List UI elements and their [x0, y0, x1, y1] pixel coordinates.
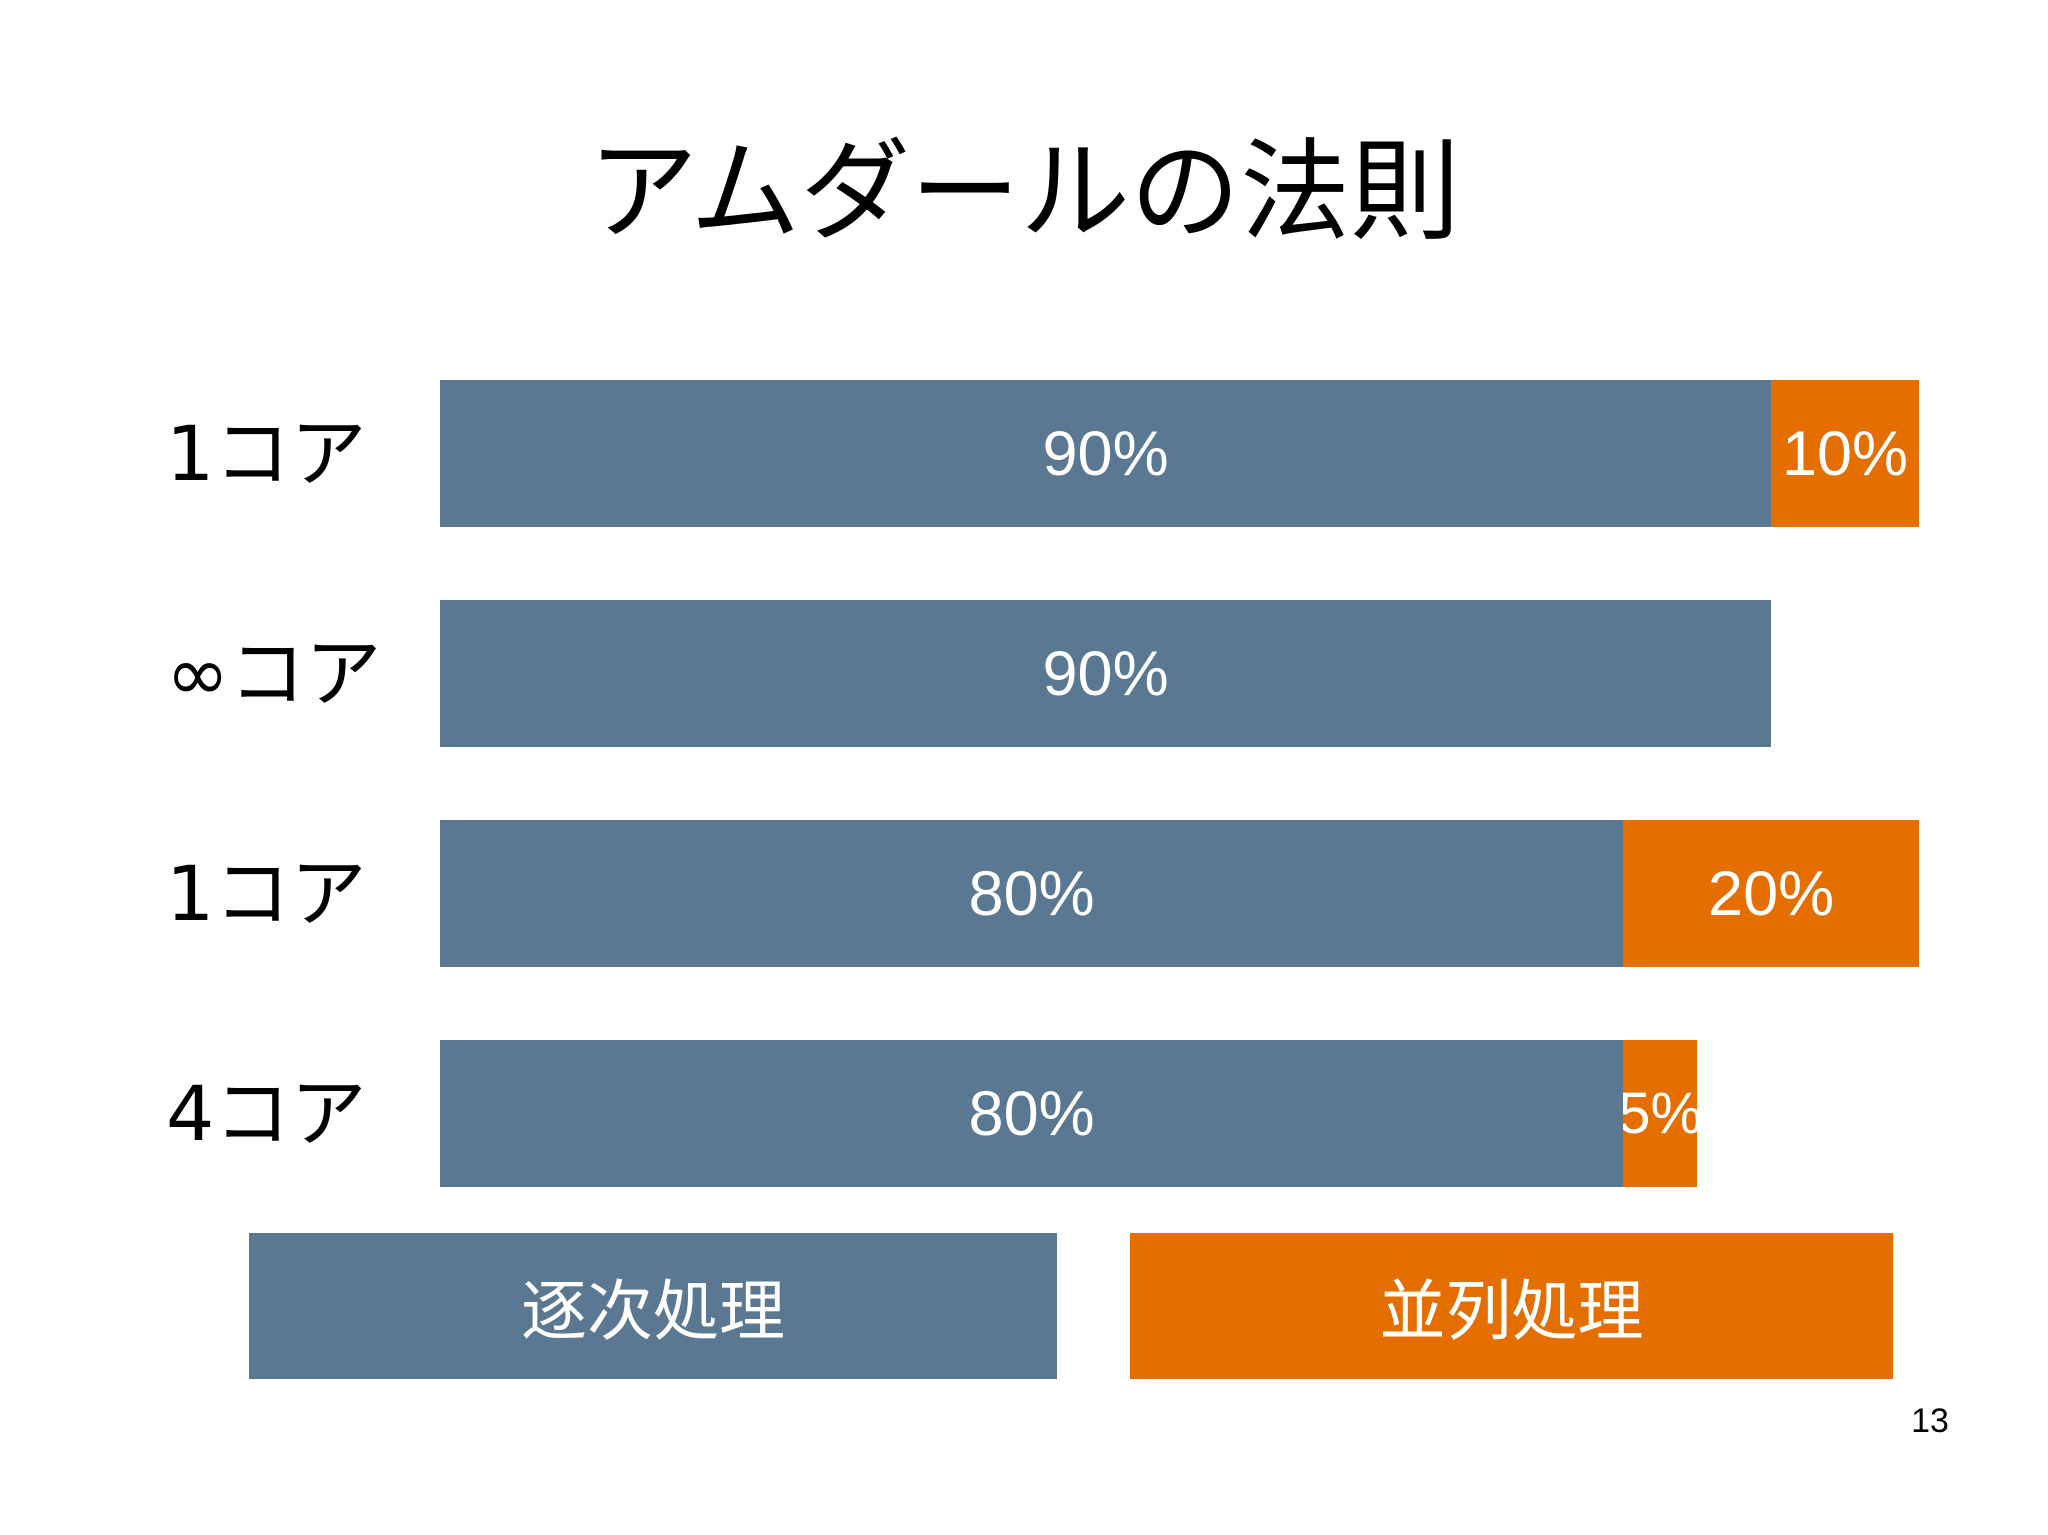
bar-segment-parallel: 10% [1771, 380, 1919, 527]
bar-segment-sequential: 80% [440, 1040, 1624, 1187]
bar-segment-sequential: 90% [440, 380, 1772, 527]
slide-title: アムダールの法則 [587, 128, 1461, 256]
bar-segment-parallel: 5% [1623, 1040, 1698, 1187]
row-label-1core-a: 1コア [166, 409, 367, 498]
row-label-1core-b: 1コア [166, 849, 367, 938]
bar-segment-parallel: 20% [1623, 820, 1919, 967]
row-label-4cores: 4コア [166, 1069, 367, 1158]
page-number: 13 [1911, 1402, 1949, 1440]
legend-parallel: 並列処理 [1130, 1233, 1893, 1379]
bar-segment-sequential: 80% [440, 820, 1624, 967]
row-label-infinite-cores: ∞コア [166, 629, 382, 718]
legend-sequential: 逐次処理 [249, 1233, 1057, 1379]
bar-segment-sequential: 90% [440, 600, 1772, 747]
